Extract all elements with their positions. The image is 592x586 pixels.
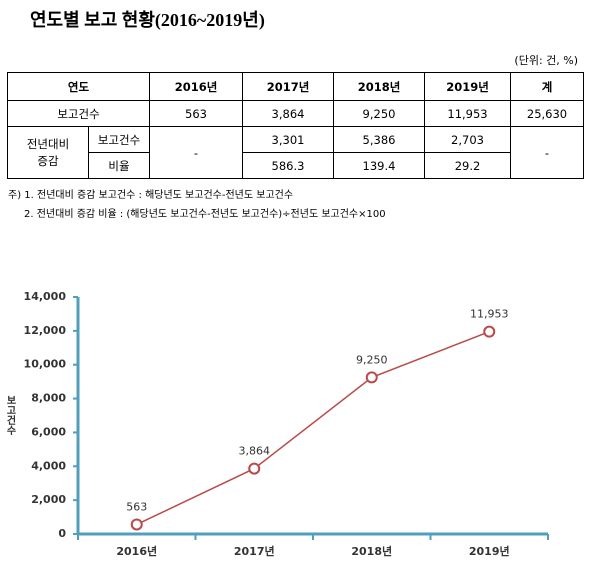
x-tick-label: 2018년 — [351, 544, 392, 558]
value-label: 3,864 — [239, 445, 271, 458]
y-tick-label: 2,000 — [31, 493, 66, 506]
cell: 3,301 — [242, 126, 334, 153]
header-cell: 연도 — [7, 72, 150, 101]
cell: - — [510, 126, 584, 179]
y-tick-label: 14,000 — [24, 290, 67, 303]
value-label: 11,953 — [470, 308, 509, 321]
sub-label: 비율 — [88, 152, 150, 179]
header-cell: 2016년 — [149, 72, 243, 101]
cell: 29.2 — [424, 152, 511, 179]
y-axis-label: 보고건수 — [4, 395, 16, 436]
y-tick-label: 12,000 — [24, 324, 67, 337]
header-cell: 2019년 — [424, 72, 511, 101]
cell: 11,953 — [424, 100, 511, 127]
point — [483, 325, 496, 338]
header-cell: 2018년 — [333, 72, 425, 101]
cell: 5,386 — [333, 126, 425, 153]
y-tick-label: 0 — [58, 527, 66, 540]
change-row: 비율 586.3 139.4 29.2 — [8, 152, 584, 179]
cell: 139.4 — [333, 152, 425, 179]
change-row: 전년대비 증감 보고건수 - 3,301 5,386 2,703 - — [7, 126, 584, 179]
point — [248, 462, 261, 475]
cell: 25,630 — [510, 100, 584, 127]
x-tick-label: 2019년 — [469, 544, 510, 558]
chart: 보고건수 0 2,000 4,000 6,000 8,000 10,000 12,000 14… — [4, 290, 549, 558]
cell: 2,703 — [424, 126, 511, 153]
y-tick-label: 6,000 — [31, 425, 66, 438]
value-label: 563 — [126, 500, 147, 513]
point — [130, 518, 143, 531]
notes: 주) 1. 전년대비 증감 보고건수 : 해당년도 보고건수-전년도 보고건수 … — [8, 186, 386, 224]
total-row: 보고건수 563 3,864 9,250 11,953 25,630 — [7, 100, 584, 127]
x-tick-label: 2016년 — [116, 544, 157, 558]
doc-title: 연도별 보고 현황(2016~2019년) — [30, 10, 265, 30]
header-cell: 2017년 — [242, 72, 334, 101]
row-label: 보고건수 — [7, 100, 150, 127]
cell: 563 — [149, 100, 243, 127]
y-tick-label: 4,000 — [31, 459, 66, 472]
value-label: 9,250 — [356, 353, 388, 366]
sub-label: 보고건수 — [88, 126, 150, 153]
cell: 586.3 — [242, 152, 334, 179]
unit-note: (단위: 건, %) — [514, 54, 578, 67]
header-cell: 계 — [510, 72, 584, 101]
y-tick-label: 8,000 — [31, 392, 66, 405]
y-tick-label: 10,000 — [24, 358, 67, 371]
note: 2. 전년대비 증감 비율 : (해당년도 보고건수-전년도 보고건수)÷전년도… — [24, 209, 386, 220]
stats-table: 연도 2016년 2017년 2018년 2019년 계 보고건수 563 3,… — [7, 72, 584, 179]
cell: - — [149, 126, 243, 179]
cell: 9,250 — [333, 100, 425, 127]
cell: 3,864 — [242, 100, 334, 127]
row-label: 전년대비 증감 — [7, 126, 89, 179]
note: 주) 1. 전년대비 증감 보고건수 : 해당년도 보고건수-전년도 보고건수 — [8, 190, 294, 201]
header-row: 연도 2016년 2017년 2018년 2019년 계 — [7, 72, 584, 101]
line — [136, 330, 490, 526]
point — [365, 371, 378, 384]
x-tick-label: 2017년 — [234, 544, 275, 558]
